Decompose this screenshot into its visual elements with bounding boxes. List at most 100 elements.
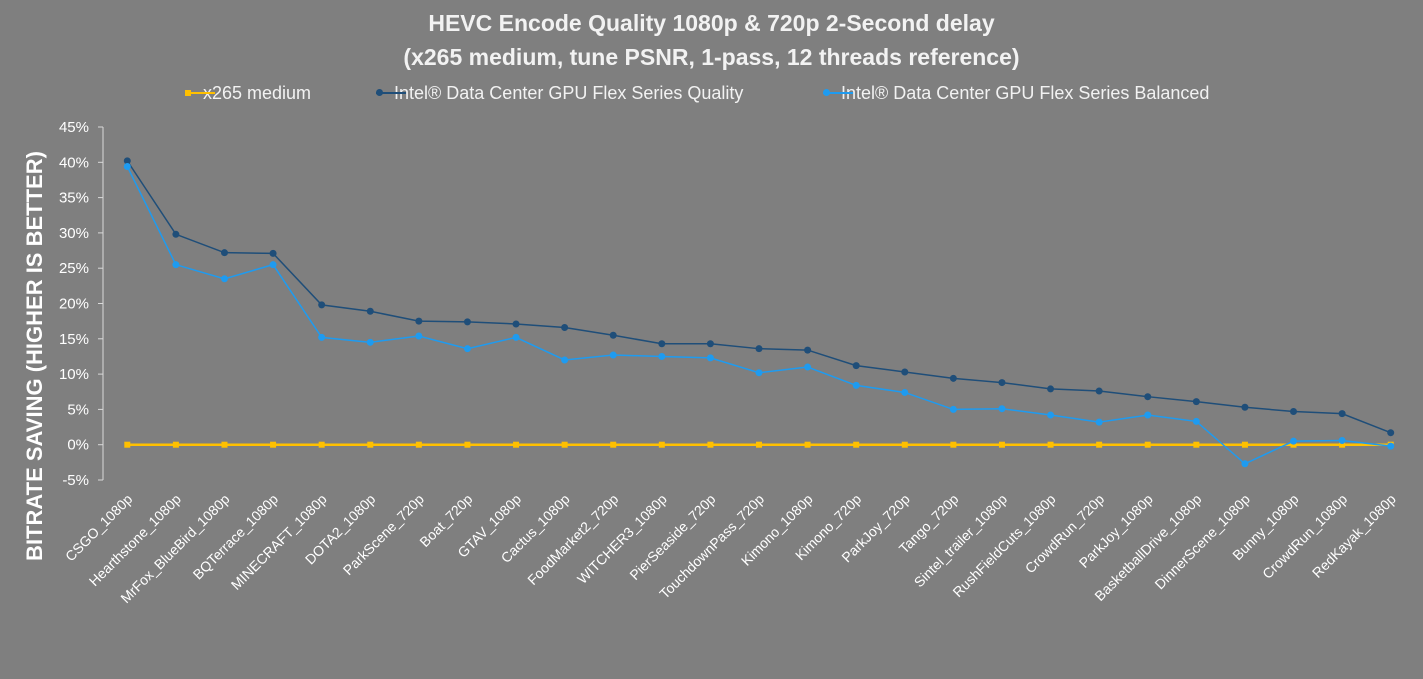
data-point-1	[415, 317, 423, 325]
y-tick-label: 0%	[67, 437, 89, 454]
legend: x265 medium Intel® Data Center GPU Flex …	[0, 80, 1423, 106]
data-point-2	[755, 369, 763, 377]
y-tick-label: 45%	[59, 119, 89, 136]
data-point-1	[658, 340, 666, 348]
data-point-1	[1047, 385, 1055, 393]
legend-label-balanced: Intel® Data Center GPU Flex Series Balan…	[841, 82, 1210, 103]
data-point-0	[658, 441, 665, 448]
y-tick-label: 15%	[59, 331, 89, 348]
data-point-1	[609, 331, 617, 339]
data-point-2	[561, 356, 569, 364]
data-point-0	[415, 441, 422, 448]
legend-item-balanced: Intel® Data Center GPU Flex Series Balan…	[823, 80, 1209, 106]
data-point-0	[513, 441, 520, 448]
data-point-2	[949, 405, 957, 413]
data-point-0	[367, 441, 374, 448]
data-point-1	[123, 157, 131, 165]
data-point-1	[901, 368, 909, 376]
x-tick-label: BQTerrace_1080p	[190, 491, 282, 583]
x-tick-label: MINECRAFT_1080p	[228, 491, 330, 593]
data-point-2	[1144, 411, 1152, 419]
data-point-2	[366, 338, 374, 346]
data-point-0	[221, 441, 228, 448]
x-tick-label: FoodMarket2_720p	[524, 491, 621, 588]
data-point-2	[706, 354, 714, 362]
data-point-2	[1290, 437, 1298, 445]
y-tick-label: 25%	[59, 260, 89, 277]
legend-label-quality: Intel® Data Center GPU Flex Series Quali…	[394, 82, 744, 103]
data-point-2	[220, 275, 228, 283]
data-point-1	[1095, 387, 1103, 395]
data-point-2	[1095, 418, 1103, 426]
data-point-1	[1192, 398, 1200, 406]
x-tick-label: WITCHER3_1080p	[574, 491, 670, 587]
data-point-2	[609, 351, 617, 359]
data-point-2	[1192, 417, 1200, 425]
series-line-1	[126, 160, 1391, 434]
data-point-1	[561, 324, 569, 332]
data-point-0	[1096, 441, 1103, 448]
data-point-2	[1338, 436, 1346, 444]
x-tick-label: CrowdRun_1080p	[1259, 491, 1350, 582]
data-point-0	[610, 441, 617, 448]
data-point-1	[1241, 403, 1249, 411]
data-point-0	[1193, 441, 1200, 448]
data-point-0	[561, 441, 568, 448]
data-point-0	[756, 441, 762, 448]
data-point-2	[1047, 411, 1055, 419]
data-point-1	[755, 345, 763, 353]
data-point-1	[949, 374, 957, 382]
y-tick-label: 40%	[59, 154, 89, 171]
data-point-1	[1387, 429, 1395, 437]
x-tick-label: Sintel_trailer_1080p	[911, 491, 1011, 591]
data-point-0	[998, 441, 1005, 448]
data-point-1	[998, 379, 1006, 387]
data-point-1	[852, 362, 860, 370]
chart-title-line-1: HEVC Encode Quality 1080p & 720p 2-Secon…	[428, 10, 995, 36]
data-point-0	[1144, 441, 1151, 448]
y-tick-label: 5%	[67, 401, 89, 418]
data-point-2	[123, 163, 131, 171]
data-point-0	[853, 441, 860, 448]
data-point-2	[852, 381, 860, 389]
data-point-0	[1241, 441, 1248, 448]
data-point-2	[804, 363, 812, 371]
data-point-0	[950, 441, 957, 448]
data-point-1	[269, 249, 277, 257]
legend-item-x265: x265 medium	[185, 80, 311, 106]
data-point-1	[1144, 393, 1152, 401]
data-point-1	[172, 230, 180, 238]
data-point-1	[463, 318, 471, 326]
data-point-0	[172, 441, 179, 448]
data-point-2	[998, 405, 1006, 413]
data-point-2	[172, 261, 180, 269]
data-point-1	[1338, 410, 1346, 418]
data-point-0	[270, 441, 277, 448]
data-point-1	[366, 307, 374, 315]
data-point-0	[707, 441, 714, 448]
data-point-1	[512, 320, 520, 328]
data-point-2	[512, 333, 520, 341]
y-tick-label: 30%	[59, 225, 89, 242]
legend-swatch-quality	[376, 86, 406, 100]
legend-label-x265: x265 medium	[203, 82, 312, 103]
x-tick-label: Hearthstone_1080p	[86, 491, 184, 589]
data-point-2	[318, 333, 326, 341]
data-point-2	[269, 261, 277, 269]
data-point-0	[318, 441, 325, 448]
y-tick-label: 10%	[59, 366, 89, 383]
data-point-2	[1387, 442, 1395, 450]
data-point-0	[1047, 441, 1054, 448]
y-tick-label: 20%	[59, 296, 89, 313]
data-point-0	[464, 441, 471, 448]
data-point-2	[1241, 460, 1249, 468]
x-tick-label: PierSeaside_720p	[626, 491, 718, 583]
data-point-2	[463, 345, 471, 353]
legend-swatch-balanced	[823, 86, 853, 100]
data-point-1	[706, 340, 714, 348]
y-tick-label: 35%	[59, 190, 89, 207]
data-point-0	[1339, 441, 1346, 448]
chart-title-line-2: (x265 medium, tune PSNR, 1-pass, 12 thre…	[403, 44, 1020, 70]
data-point-1	[318, 301, 326, 309]
